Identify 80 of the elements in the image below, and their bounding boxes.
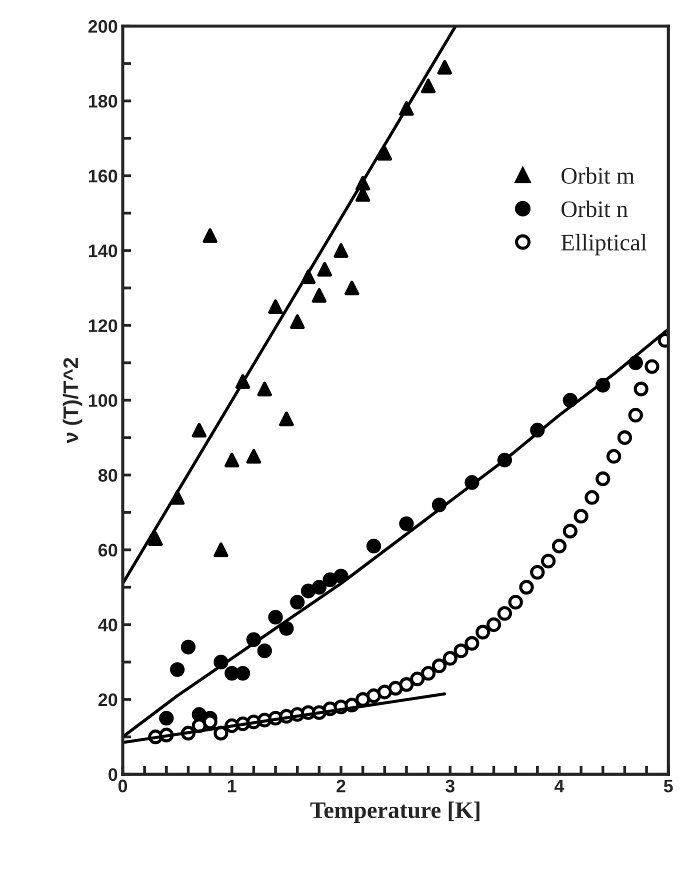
point	[312, 580, 327, 595]
point	[317, 262, 332, 277]
point	[519, 580, 534, 595]
y-tick-label: 200	[88, 20, 118, 33]
point	[606, 448, 622, 464]
point	[148, 531, 163, 546]
y-tick-label: 120	[88, 319, 118, 332]
x-tick-label: 0	[118, 780, 128, 792]
y-tick-label: 0	[108, 768, 118, 782]
point	[644, 359, 660, 374]
point	[388, 680, 403, 696]
point	[257, 644, 272, 658]
point	[530, 564, 545, 580]
point	[159, 710, 174, 726]
point	[257, 382, 272, 396]
point	[377, 684, 392, 700]
point	[617, 430, 632, 445]
y-tick-label: 60	[98, 544, 118, 557]
point	[334, 568, 348, 584]
point	[180, 640, 196, 654]
point	[442, 650, 458, 666]
point	[268, 299, 283, 314]
point	[312, 288, 327, 303]
point	[344, 280, 360, 296]
point	[268, 610, 283, 625]
x-tick-label: 2	[336, 780, 346, 792]
legend-label: Orbit n	[562, 200, 628, 218]
point	[224, 452, 240, 468]
point	[290, 594, 305, 610]
point	[246, 448, 262, 464]
point	[508, 594, 523, 610]
point	[562, 524, 578, 538]
y-tick-label: 80	[98, 468, 118, 482]
point	[476, 624, 490, 640]
point	[574, 508, 588, 524]
legend-label: Elliptical	[561, 234, 647, 256]
point	[410, 672, 425, 686]
point	[366, 688, 382, 704]
x-axis-title: Temperature [K]	[310, 802, 480, 823]
point	[628, 408, 643, 423]
y-tick-label: 140	[88, 244, 118, 258]
point	[202, 228, 218, 243]
y-tick-label: 100	[88, 394, 118, 407]
point	[420, 666, 436, 681]
point	[454, 644, 468, 658]
y-tick-label: 160	[88, 170, 118, 182]
point	[366, 538, 382, 554]
y-tick-label: 20	[98, 693, 118, 706]
point	[192, 422, 206, 438]
point	[486, 617, 502, 632]
y-tick-label: 40	[98, 618, 118, 632]
point	[399, 516, 414, 531]
legend-label: Orbit m	[562, 167, 634, 184]
point	[235, 666, 250, 681]
point	[432, 658, 447, 674]
point	[300, 584, 316, 598]
y-tick-label: 180	[88, 94, 118, 108]
line-series	[122, 328, 668, 738]
point	[322, 572, 338, 588]
point	[290, 314, 305, 329]
point	[399, 677, 414, 692]
x-tick-label: 5	[664, 780, 673, 792]
x-tick-label: 3	[446, 780, 454, 792]
point	[540, 554, 556, 568]
point	[497, 606, 512, 621]
point	[170, 662, 185, 677]
x-tick-label: 4	[554, 780, 564, 792]
point	[279, 412, 294, 426]
point	[437, 60, 452, 75]
point	[584, 490, 600, 505]
y-axis-title: ν (T)/T^2	[62, 358, 82, 444]
point	[464, 636, 480, 651]
point	[552, 538, 567, 554]
point	[334, 243, 348, 258]
point	[214, 542, 228, 558]
point	[596, 471, 610, 486]
x-tick-label: 1	[228, 780, 236, 792]
point	[279, 621, 294, 636]
point	[420, 78, 436, 94]
point	[634, 382, 648, 396]
